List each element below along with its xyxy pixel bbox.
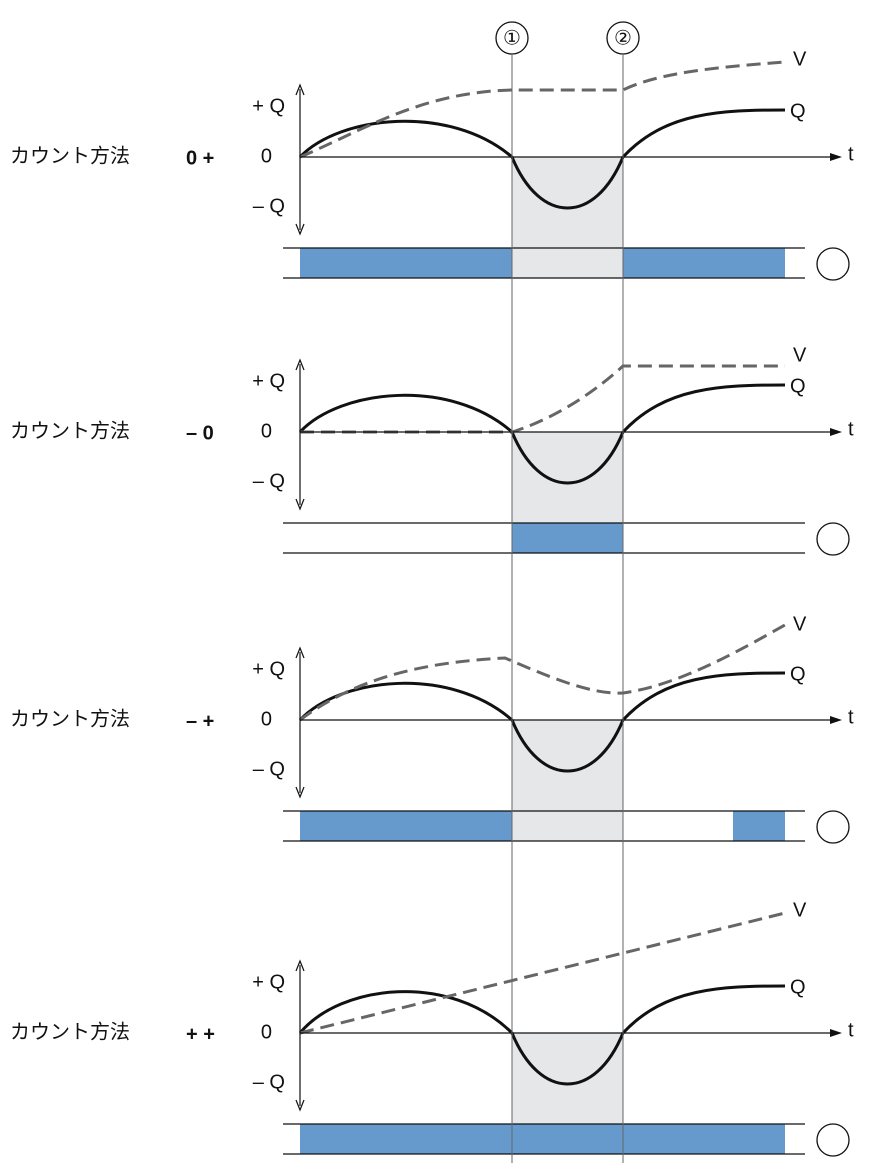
axis-label: + Q <box>252 370 285 392</box>
arrow <box>295 83 305 96</box>
q-label: Q <box>790 100 806 122</box>
count-mode: – 0 <box>186 422 214 444</box>
q-curve <box>298 108 786 210</box>
axis-label: 0 <box>261 1021 272 1043</box>
bar-marker-circle <box>816 247 850 281</box>
v-label: V <box>793 48 807 70</box>
q-label: Q <box>790 976 806 998</box>
q-label: Q <box>790 375 806 397</box>
background-layer <box>300 157 785 1154</box>
state-bar <box>300 811 512 841</box>
marker-label: ① <box>503 27 521 49</box>
count-mode: 0 + <box>186 147 214 169</box>
arrow <box>295 358 305 371</box>
q-curve <box>298 671 786 773</box>
state-bar <box>300 1124 785 1154</box>
q-curve <box>298 383 786 485</box>
axis-label: – Q <box>253 1071 285 1093</box>
bar-marker-circle <box>816 1123 850 1157</box>
axis-label: 0 <box>261 145 272 167</box>
axis-label: – Q <box>253 195 285 217</box>
axis-label: t <box>848 1019 854 1041</box>
arrow <box>295 1099 305 1112</box>
axis-label: t <box>848 143 854 165</box>
q-label: Q <box>790 663 806 685</box>
count-mode: + + <box>186 1023 215 1045</box>
axis-label: – Q <box>253 758 285 780</box>
bar-marker-circle <box>816 810 850 844</box>
state-bar <box>300 248 512 278</box>
state-bar <box>733 811 785 841</box>
axis-label: + Q <box>252 971 285 993</box>
bar-marker-circle <box>816 522 850 556</box>
arrow <box>295 223 305 236</box>
axis-label: t <box>848 418 854 440</box>
marker-circle <box>495 21 529 55</box>
count-mode: – + <box>186 710 214 732</box>
count-label: カウント方法 <box>10 144 130 167</box>
axis-label: + Q <box>252 658 285 680</box>
arrow <box>295 786 305 799</box>
axis-label: t <box>848 706 854 728</box>
v-label: V <box>793 613 807 635</box>
axis-label: – Q <box>253 470 285 492</box>
v-curve <box>299 60 786 159</box>
marker-label: ② <box>614 27 632 49</box>
count-label: カウント方法 <box>10 1020 130 1043</box>
count-label: カウント方法 <box>10 707 130 730</box>
marker-circle <box>606 21 640 55</box>
arrow <box>295 959 305 972</box>
v-curve <box>300 364 785 434</box>
axis-label: 0 <box>261 420 272 442</box>
arrow <box>295 646 305 659</box>
interval-shade <box>512 157 623 278</box>
v-label: V <box>793 899 807 921</box>
q-curve <box>298 984 786 1086</box>
v-curve <box>299 911 786 1035</box>
axis-label: 0 <box>261 708 272 730</box>
count-label: カウント方法 <box>10 419 130 442</box>
v-curve <box>299 623 786 722</box>
state-bar <box>512 523 623 553</box>
axis-label: + Q <box>252 95 285 117</box>
arrow <box>295 498 305 511</box>
interval-shade <box>512 720 623 841</box>
v-label: V <box>793 344 807 366</box>
state-bar <box>623 248 785 278</box>
